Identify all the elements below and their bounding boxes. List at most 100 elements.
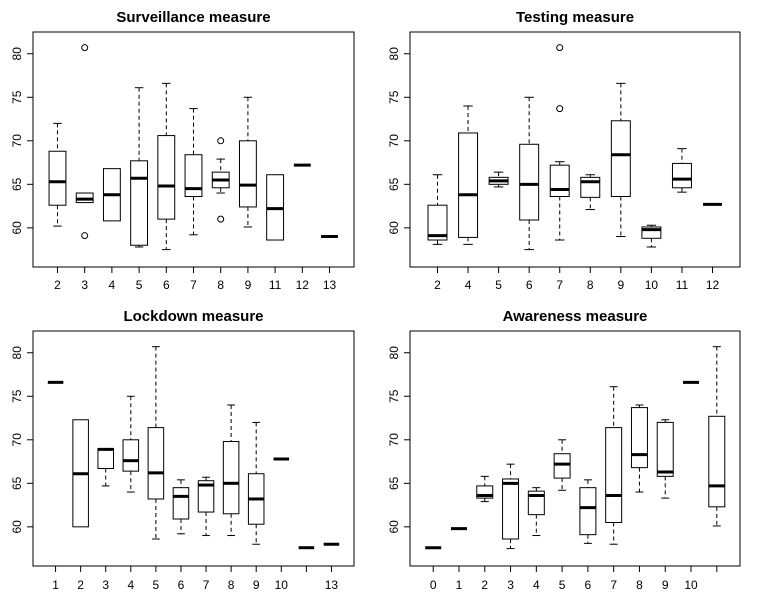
y-tick-label: 65 [10, 177, 24, 191]
x-tick-label: 11 [269, 278, 282, 292]
panel-title: Awareness measure [503, 308, 648, 325]
x-tick-label: 5 [559, 578, 566, 592]
box-iqr [527, 490, 545, 516]
y-tick-label: 70 [10, 433, 24, 447]
box-iqr [97, 448, 115, 470]
box-iqr [197, 480, 215, 513]
x-tick-label: 1 [52, 578, 59, 592]
y-tick-label: 75 [387, 389, 401, 403]
box-iqr [671, 162, 692, 189]
x-tick-label: 9 [245, 278, 252, 292]
y-tick-label: 80 [10, 346, 24, 360]
x-tick-label: 13 [323, 278, 337, 292]
y-tick-label: 60 [10, 221, 24, 235]
x-tick-label: 13 [325, 578, 339, 592]
x-tick-label: 9 [662, 578, 669, 592]
x-tick-label: 7 [556, 278, 563, 292]
box-iqr [122, 439, 140, 472]
x-tick-label: 2 [481, 578, 488, 592]
plot-frame [409, 330, 741, 567]
box-iqr [458, 132, 479, 238]
y-tick-label: 75 [10, 90, 24, 104]
x-tick-label: 10 [645, 278, 659, 292]
box-iqr [48, 150, 67, 206]
x-tick-label: 5 [153, 578, 160, 592]
x-tick-label: 3 [102, 578, 109, 592]
x-tick-label: 4 [465, 278, 472, 292]
x-tick-label: 1 [456, 578, 463, 592]
x-tick-label: 8 [217, 278, 224, 292]
box-iqr [605, 427, 623, 523]
outlier-point [217, 137, 225, 145]
panel-title: Surveillance measure [116, 9, 270, 26]
x-tick-label: 9 [253, 578, 260, 592]
x-tick-label: 3 [81, 278, 88, 292]
box-iqr [130, 160, 149, 246]
x-tick-label: 5 [136, 278, 143, 292]
x-tick-label: 2 [434, 278, 441, 292]
y-tick-label: 70 [387, 433, 401, 447]
box-iqr [147, 427, 165, 500]
y-tick-label: 80 [10, 47, 24, 61]
box-iqr [519, 143, 540, 221]
x-tick-label: 4 [109, 278, 116, 292]
x-tick-label: 6 [526, 278, 533, 292]
x-tick-label: 11 [676, 278, 689, 292]
x-tick-label: 2 [77, 578, 84, 592]
outlier-point [81, 44, 89, 52]
x-tick-label: 12 [296, 278, 310, 292]
box-iqr [427, 204, 448, 241]
x-tick-label: 7 [203, 578, 210, 592]
y-tick-label: 60 [387, 520, 401, 534]
box-iqr [610, 120, 631, 197]
x-tick-label: 8 [228, 578, 235, 592]
box-iqr [579, 487, 597, 536]
x-tick-label: 6 [163, 278, 170, 292]
x-tick-label: 4 [127, 578, 134, 592]
outlier-point [81, 232, 89, 240]
x-tick-label: 3 [507, 578, 514, 592]
x-tick-label: 6 [585, 578, 592, 592]
x-tick-label: 8 [636, 578, 643, 592]
plot-frame [32, 330, 355, 567]
y-tick-label: 70 [10, 134, 24, 148]
box-iqr [157, 135, 176, 220]
box-iqr [222, 441, 240, 515]
x-tick-label: 12 [706, 278, 720, 292]
y-tick-label: 75 [10, 389, 24, 403]
x-tick-label: 6 [178, 578, 185, 592]
outlier-point [556, 105, 564, 113]
outlier-point [217, 215, 225, 223]
box-iqr [549, 164, 570, 198]
y-tick-label: 70 [387, 134, 401, 148]
y-tick-label: 65 [387, 177, 401, 191]
x-tick-label: 5 [495, 278, 502, 292]
x-tick-label: 2 [54, 278, 61, 292]
box-iqr [641, 226, 662, 239]
box-iqr [708, 415, 726, 508]
panel-title: Lockdown measure [123, 308, 263, 325]
panel-title: Testing measure [516, 9, 634, 26]
y-tick-label: 65 [10, 476, 24, 490]
x-tick-label: 10 [275, 578, 289, 592]
box-iqr [553, 453, 571, 479]
outlier-point [556, 44, 564, 52]
y-tick-label: 80 [387, 47, 401, 61]
y-tick-label: 60 [10, 520, 24, 534]
plot-frame [409, 31, 741, 268]
y-tick-label: 65 [387, 476, 401, 490]
x-tick-label: 8 [587, 278, 594, 292]
box-iqr [172, 487, 190, 520]
y-tick-label: 75 [387, 90, 401, 104]
x-tick-label: 4 [533, 578, 540, 592]
x-tick-label: 7 [610, 578, 617, 592]
box-iqr [184, 154, 203, 198]
x-tick-label: 7 [190, 278, 197, 292]
y-tick-label: 80 [387, 346, 401, 360]
x-tick-label: 10 [684, 578, 698, 592]
box-iqr [502, 478, 520, 540]
box-iqr [238, 140, 257, 208]
x-tick-label: 0 [430, 578, 437, 592]
